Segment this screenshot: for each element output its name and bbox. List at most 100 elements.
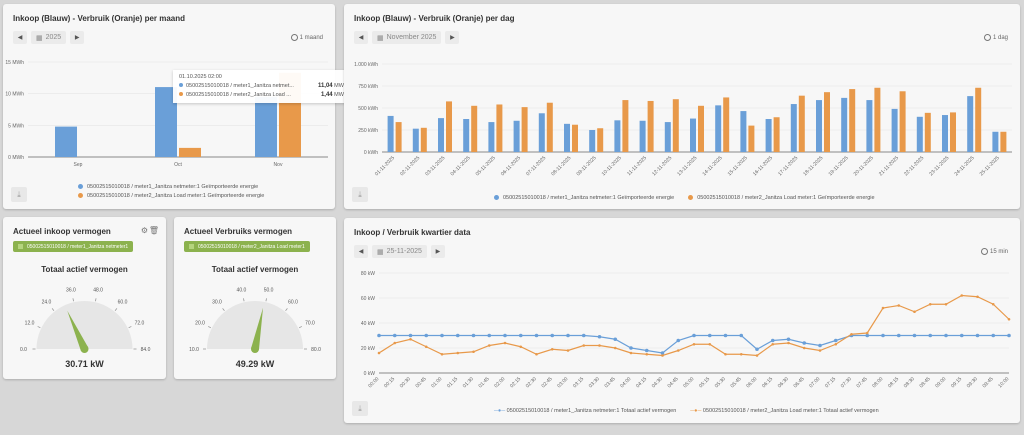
prev-button[interactable]: ◀: [354, 31, 368, 44]
prev-button[interactable]: ◀: [13, 31, 27, 44]
date-picker[interactable]: ▦ 2025: [31, 31, 67, 44]
x-tick-label: 07:30: [840, 376, 853, 389]
x-tick-label: 09:00: [934, 376, 947, 389]
gauge-arc: [207, 301, 303, 349]
trash-icon[interactable]: 🗑: [148, 226, 159, 235]
data-point: [881, 333, 885, 338]
download-icon: ⤓: [358, 189, 362, 199]
bar: [816, 100, 822, 152]
clock-icon: [290, 34, 298, 41]
gauge-tick-label: 50.0: [264, 288, 274, 294]
data-point: [393, 341, 397, 345]
gear-icon[interactable]: ⚙: [140, 226, 148, 235]
bar: [773, 117, 780, 152]
x-tick-label: 24-11-2025: [954, 155, 976, 177]
data-point: [944, 333, 948, 338]
date-picker[interactable]: ▦ November 2025: [372, 31, 442, 44]
data-point: [770, 338, 775, 343]
gauge-tick-label: 60.0: [288, 299, 298, 305]
next-button[interactable]: ▶: [70, 31, 85, 44]
gauge-tick-label: 0.0: [20, 347, 27, 353]
bar: [155, 87, 177, 157]
legend-item[interactable]: 05002515010018 / meter1_Janitza netmeter…: [494, 195, 674, 201]
data-point: [834, 342, 838, 346]
gauge-tick-label: 84.0: [141, 347, 151, 353]
source-chip[interactable]: 05002515010018 / meter1_Janitza netmeter…: [13, 241, 134, 252]
gauge-tick-label: 36.0: [66, 288, 76, 294]
bar: [824, 92, 830, 152]
gauge-panel-inkoop: Actueel inkoop vermogen ⚙ 🗑 050025150100…: [3, 217, 166, 379]
download-button[interactable]: ⤓: [352, 187, 368, 202]
interval-label[interactable]: 15 min: [980, 248, 1008, 255]
data-point: [471, 333, 476, 338]
data-point: [377, 333, 381, 338]
gauge-tick-label: 30.0: [212, 299, 222, 305]
x-tick-label: 01:15: [446, 376, 459, 389]
x-tick-label: Oct: [174, 162, 182, 168]
bar: [463, 119, 470, 152]
gauge-subtitle: Totaal actief vermogen: [211, 265, 299, 274]
y-tick-label: 250 kWh: [358, 128, 378, 134]
next-button[interactable]: ▶: [445, 31, 460, 44]
bar: [55, 126, 77, 157]
x-tick-label: 08-11-2025: [550, 155, 572, 177]
bar: [564, 123, 570, 152]
data-point: [440, 333, 444, 338]
x-tick-label: 25-11-2025: [979, 155, 1001, 177]
bar: [438, 118, 444, 152]
monthly-title: Inkoop (Blauw) - Verbruik (Oranje) per m…: [13, 14, 186, 23]
date-picker[interactable]: ▦ 25-11-2025: [372, 245, 427, 258]
download-button[interactable]: ⤓: [11, 187, 27, 202]
gauge-needle: [251, 307, 264, 350]
x-tick-label: 03:15: [572, 376, 585, 389]
x-tick-label: 05-11-2025: [475, 155, 497, 177]
y-tick-label: 0 kW: [364, 371, 376, 377]
prev-button[interactable]: ◀: [354, 245, 368, 258]
interval-label[interactable]: 1 dag: [983, 34, 1008, 41]
data-point: [787, 341, 790, 345]
bar: [975, 87, 982, 152]
data-point: [833, 338, 838, 343]
bar: [874, 87, 881, 152]
gauge-tick: [51, 308, 55, 311]
bar: [740, 111, 747, 152]
bar: [546, 102, 553, 152]
calendar-icon: ▦: [377, 34, 384, 42]
source-chip[interactable]: 05002515010018 / meter2_Janitza Load met…: [184, 241, 310, 252]
data-point: [518, 333, 523, 338]
data-point: [661, 354, 664, 357]
gauge-value: 30.71 kW: [65, 359, 104, 369]
interval-label[interactable]: 1 maand: [290, 34, 323, 41]
gauge-title: Actueel inkoop vermogen: [13, 227, 111, 236]
legend-item[interactable]: ─●─ 05002515010018 / meter2_Janitza Load…: [690, 408, 879, 414]
x-tick-label: 02-11-2025: [399, 155, 421, 177]
data-point: [1007, 333, 1011, 338]
gauge-tick-label: 80.0: [311, 347, 321, 353]
gauge-tick-label: 10.0: [189, 347, 199, 353]
data-point: [519, 345, 523, 349]
legend-item[interactable]: 05002515010018 / meter2_Janitza Load met…: [688, 195, 875, 201]
data-point: [850, 332, 853, 336]
data-point: [597, 334, 602, 339]
legend-item[interactable]: 05002515010018 / meter1_Janitza netmeter…: [78, 184, 258, 190]
legend-item[interactable]: ─●─ 05002515010018 / meter1_Janitza netm…: [494, 408, 677, 414]
data-point: [896, 333, 901, 338]
legend-item[interactable]: 05002515010018 / meter2_Janitza Load met…: [78, 193, 264, 199]
gauge-pivot: [80, 345, 89, 353]
bar: [412, 128, 419, 152]
data-point: [440, 352, 444, 356]
next-button[interactable]: ▶: [430, 245, 445, 258]
data-point: [960, 294, 964, 297]
download-button[interactable]: ⤓: [352, 401, 368, 416]
y-tick-label: 15 MWh: [5, 60, 24, 66]
bar: [942, 115, 948, 152]
bar: [639, 120, 646, 152]
x-tick-label: 06:00: [745, 376, 758, 389]
bar: [513, 120, 520, 152]
x-tick-label: 03:00: [556, 376, 569, 389]
quarter-legend: ─●─ 05002515010018 / meter1_Janitza netm…: [494, 408, 879, 414]
x-tick-label: 06:15: [761, 376, 774, 389]
data-point: [959, 333, 964, 338]
x-tick-label: 14-11-2025: [702, 155, 724, 177]
